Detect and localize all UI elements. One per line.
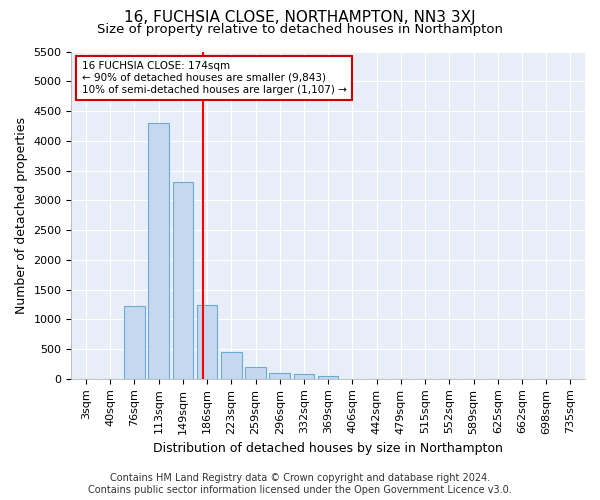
X-axis label: Distribution of detached houses by size in Northampton: Distribution of detached houses by size …: [153, 442, 503, 455]
Bar: [318, 376, 338, 379]
Text: Size of property relative to detached houses in Northampton: Size of property relative to detached ho…: [97, 22, 503, 36]
Bar: [148, 123, 169, 379]
Bar: [245, 366, 266, 379]
Text: 16 FUCHSIA CLOSE: 174sqm
← 90% of detached houses are smaller (9,843)
10% of sem: 16 FUCHSIA CLOSE: 174sqm ← 90% of detach…: [82, 62, 347, 94]
Bar: [221, 352, 242, 379]
Bar: [293, 374, 314, 379]
Text: 16, FUCHSIA CLOSE, NORTHAMPTON, NN3 3XJ: 16, FUCHSIA CLOSE, NORTHAMPTON, NN3 3XJ: [124, 10, 476, 25]
Bar: [173, 182, 193, 379]
Y-axis label: Number of detached properties: Number of detached properties: [15, 116, 28, 314]
Bar: [197, 305, 217, 379]
Bar: [124, 306, 145, 379]
Bar: [269, 373, 290, 379]
Text: Contains HM Land Registry data © Crown copyright and database right 2024.
Contai: Contains HM Land Registry data © Crown c…: [88, 474, 512, 495]
